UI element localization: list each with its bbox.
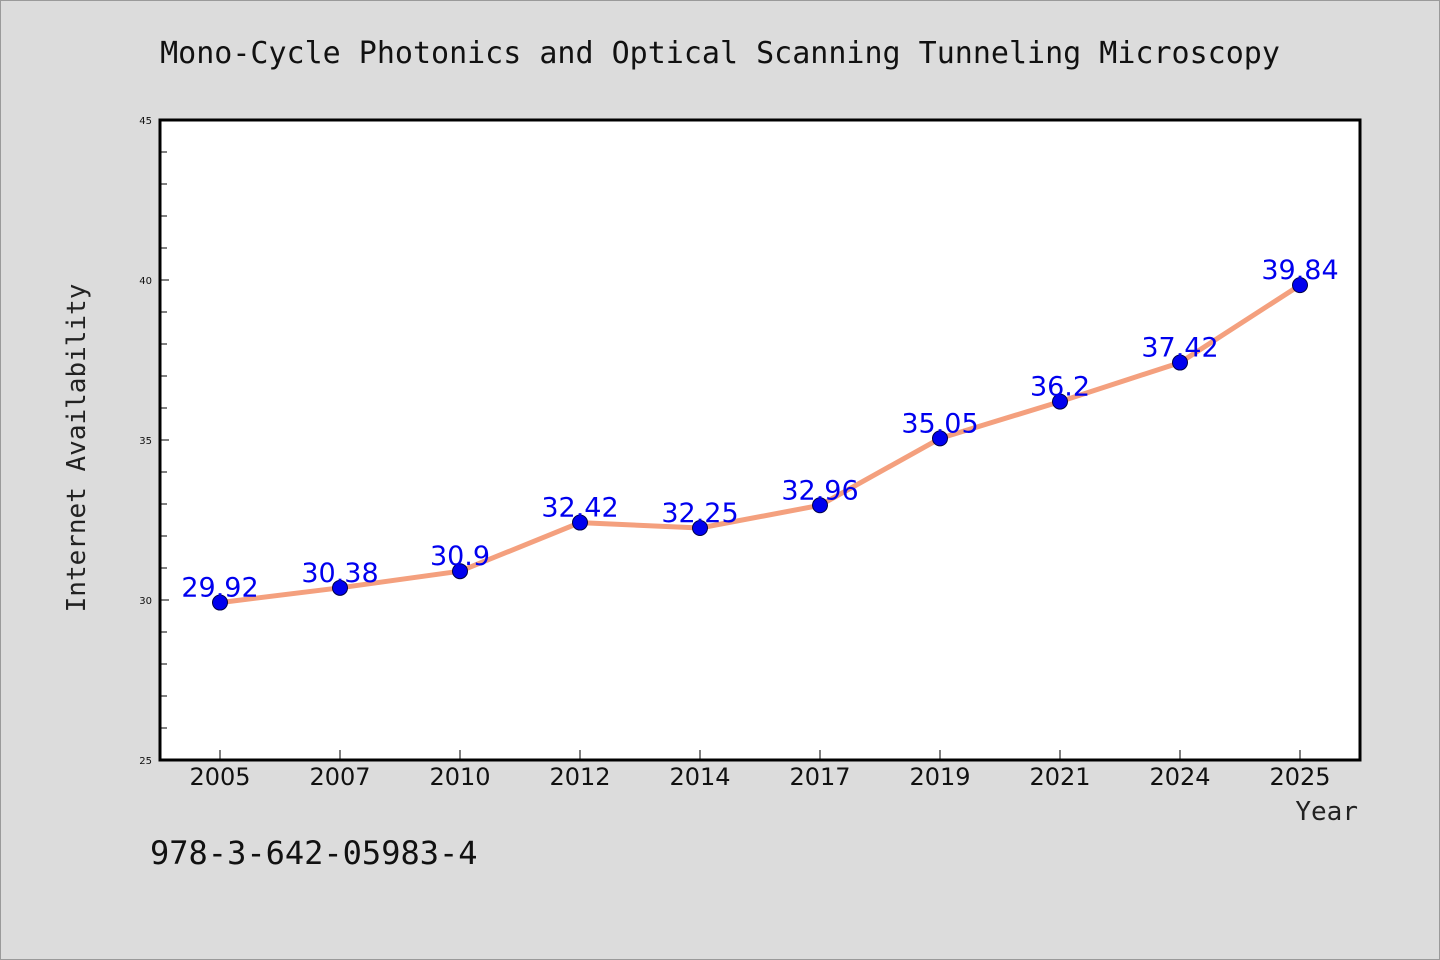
- data-point-marker: [932, 430, 948, 447]
- y-axis-title: Internet Availability: [62, 284, 92, 613]
- x-axis: 2005 2007 2010 2012 2014 2017 2019 2021 2024 2025: [189, 750, 1331, 791]
- data-point-marker: [692, 520, 708, 536]
- series-line: [217, 282, 1303, 606]
- x-tick-label: 2017: [789, 763, 850, 791]
- data-value-label: 37.42: [1141, 333, 1218, 364]
- data-point-marker: [1172, 354, 1188, 371]
- data-value-label: 29.92: [181, 573, 258, 604]
- data-value-label: 32.25: [661, 498, 738, 529]
- isbn-caption: 978-3-642-05983-4: [150, 834, 478, 872]
- plot-area: [160, 120, 1360, 760]
- data-value-label: 30.38: [301, 558, 378, 589]
- data-point-marker: [812, 497, 828, 514]
- x-tick-label: 2019: [909, 763, 970, 791]
- x-tick-label: 2024: [1149, 763, 1210, 791]
- x-tick-label: 2014: [669, 763, 730, 791]
- y-tick-label: 35: [139, 436, 152, 447]
- y-tick-label: 25: [139, 756, 152, 767]
- chart-title: Mono-Cycle Photonics and Optical Scannin…: [160, 36, 1280, 71]
- data-value-label: 35.05: [901, 408, 978, 439]
- x-tick-label: 2021: [1029, 763, 1090, 791]
- data-point-marker: [572, 514, 588, 531]
- x-tick-label: 2005: [189, 763, 250, 791]
- data-value-label: 30.9: [430, 541, 490, 572]
- data-labels: 29.92 30.38 30.9 32.42 32.25 32.96 35.05 36.2 37…: [181, 255, 1338, 603]
- x-tick-label: 2010: [429, 763, 490, 791]
- x-tick-label: 2012: [549, 763, 610, 791]
- data-markers: [212, 277, 1308, 611]
- data-point-marker: [332, 579, 348, 596]
- data-point-marker: [1052, 393, 1068, 410]
- y-tick-label: 45: [139, 116, 152, 127]
- data-value-label: 32.42: [541, 493, 618, 524]
- data-value-label: 32.96: [781, 475, 858, 506]
- data-point-marker: [212, 594, 228, 611]
- data-value-label: 36.2: [1030, 372, 1090, 403]
- y-tick-label: 30: [139, 596, 152, 607]
- data-point-marker: [1292, 277, 1308, 294]
- x-tick-label: 2025: [1269, 763, 1330, 791]
- x-tick-label: 2007: [309, 763, 370, 791]
- x-axis-title: Year: [1295, 797, 1358, 827]
- y-tick-label: 40: [139, 276, 152, 287]
- plot-frame: [158, 118, 1362, 762]
- data-point-marker: [452, 563, 468, 580]
- data-value-label: 39.84: [1261, 255, 1338, 286]
